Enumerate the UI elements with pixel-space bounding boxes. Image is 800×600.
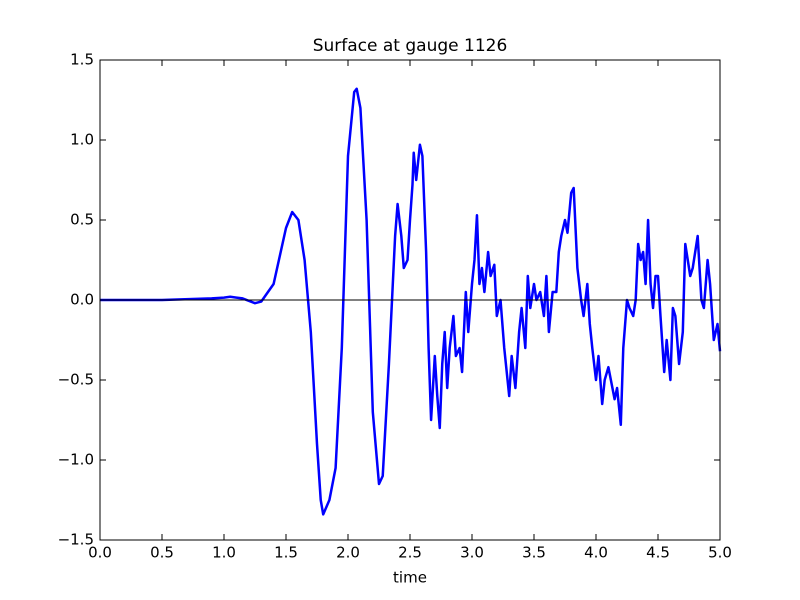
x-tick-label: 1.5 <box>274 544 298 562</box>
x-tick-label: 3.5 <box>522 544 546 562</box>
y-tick-label: −1.0 <box>58 451 94 469</box>
x-tick-label: 4.5 <box>646 544 670 562</box>
y-tick-label: −1.5 <box>58 531 94 549</box>
y-tick-label: 0.5 <box>70 211 94 229</box>
y-tick-label: 1.5 <box>70 51 94 69</box>
x-tick-label: 2.5 <box>398 544 422 562</box>
x-axis-label: time <box>393 569 427 587</box>
x-tick-label: 0.0 <box>88 544 112 562</box>
x-tick-label: 2.0 <box>336 544 360 562</box>
x-tick-label: 4.0 <box>584 544 608 562</box>
y-tick-label: 0.0 <box>70 291 94 309</box>
chart-title: Surface at gauge 1126 <box>313 36 508 56</box>
y-tick-label: 1.0 <box>70 131 94 149</box>
x-tick-label: 1.0 <box>212 544 236 562</box>
x-tick-label: 0.5 <box>150 544 174 562</box>
x-tick-label: 3.0 <box>460 544 484 562</box>
x-tick-label: 5.0 <box>708 544 732 562</box>
y-tick-label: −0.5 <box>58 371 94 389</box>
